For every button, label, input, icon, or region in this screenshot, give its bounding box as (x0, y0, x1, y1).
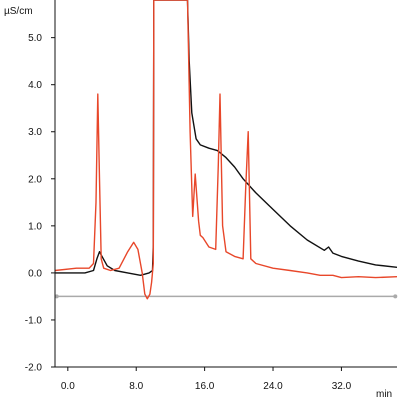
x-tick-label: 0.0 (61, 381, 75, 392)
y-axis-unit-label: µS/cm (4, 6, 33, 17)
x-tick-label: 24.0 (263, 381, 283, 392)
baseline-marker-layer (54, 294, 398, 299)
y-tick-label: 5.0 (28, 33, 42, 44)
y-tick-label: 1.0 (28, 221, 42, 232)
x-tick-label: 32.0 (332, 381, 352, 392)
series-line-red (55, 0, 397, 300)
baseline-marker-end (393, 294, 398, 299)
y-tick-label: -2.0 (25, 363, 43, 374)
series-layer (55, 0, 397, 300)
x-axis-unit-label: min (376, 389, 392, 400)
baseline-marker-start (54, 294, 59, 299)
axes-layer (54, 0, 397, 368)
x-tick-label: 8.0 (129, 381, 143, 392)
y-tick-label: 0.0 (28, 268, 42, 279)
y-ticks-layer: -2.0 -1.0 0.0 1.0 2.0 3.0 4.0 5.0 (25, 33, 55, 374)
x-ticks-layer: 0.0 8.0 16.0 24.0 32.0 (61, 367, 352, 392)
y-tick-label: 2.0 (28, 174, 42, 185)
x-tick-label: 16.0 (195, 381, 215, 392)
y-tick-label: 4.0 (28, 80, 42, 91)
y-tick-label: 3.0 (28, 127, 42, 138)
series-line-black (55, 0, 397, 276)
y-tick-label: -1.0 (25, 315, 43, 326)
